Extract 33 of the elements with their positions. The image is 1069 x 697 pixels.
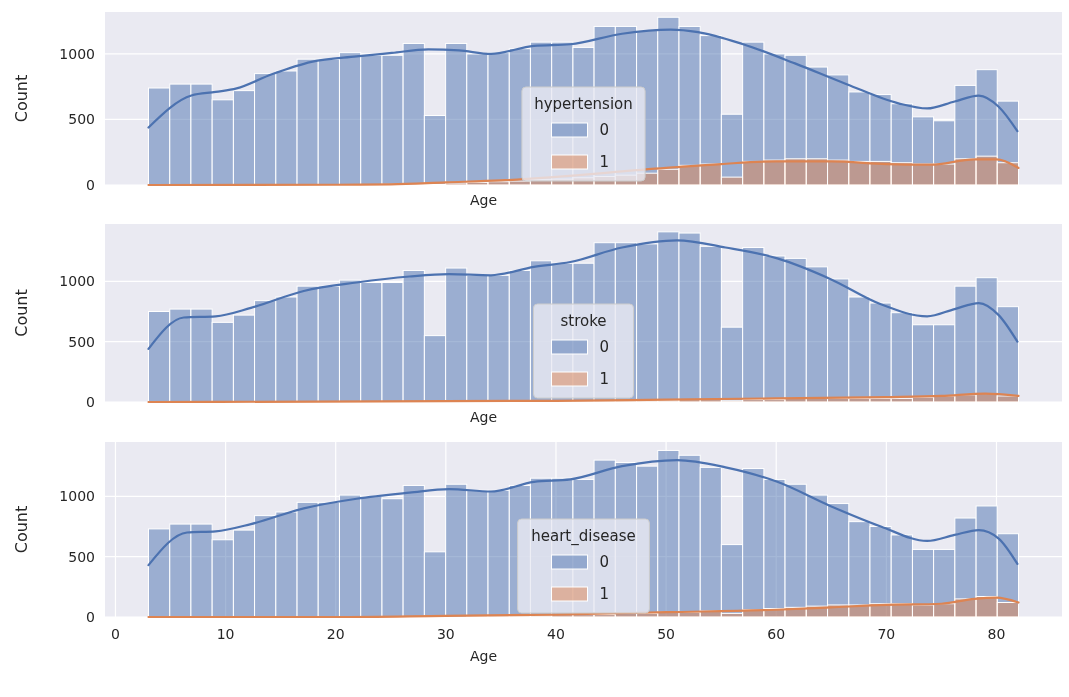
legend-title: heart_disease xyxy=(531,527,636,546)
y-tick-label: 500 xyxy=(68,111,95,128)
x-tick-label: 30 xyxy=(436,626,455,642)
x-tick-label: 10 xyxy=(216,626,235,642)
x-axis-title: Age xyxy=(469,192,498,208)
legend-label: 1 xyxy=(599,370,610,389)
x-tick-label: 20 xyxy=(326,626,345,642)
x-tick-label: 70 xyxy=(877,626,896,642)
legend-label: 1 xyxy=(599,585,610,604)
y-tick-label: 1000 xyxy=(59,45,95,62)
legend-label: 1 xyxy=(599,153,610,172)
y-tick-label: 500 xyxy=(68,333,95,350)
y-tick-label: 0 xyxy=(86,608,95,625)
x-tick-label: 60 xyxy=(767,626,786,642)
legend-label: 0 xyxy=(599,338,610,357)
y-tick-label: 0 xyxy=(86,393,95,410)
x-tick-label: 40 xyxy=(547,626,565,642)
y-tick-label: 500 xyxy=(68,548,95,565)
legend-title: hypertension xyxy=(534,95,633,113)
y-tick-label: 1000 xyxy=(59,273,95,290)
y-axis-title: Count xyxy=(12,505,31,554)
x-axis-title: Age xyxy=(469,409,498,425)
x-axis-title: Age xyxy=(469,648,498,664)
legend-label: 0 xyxy=(599,121,610,140)
y-axis-title: Count xyxy=(12,74,31,123)
x-tick-label: 80 xyxy=(987,626,1006,642)
y-tick-label: 0 xyxy=(86,176,95,193)
x-tick-label: 50 xyxy=(657,626,676,642)
y-tick-label: 1000 xyxy=(59,488,95,505)
legend-title: stroke xyxy=(560,312,607,330)
legend-label: 0 xyxy=(599,553,610,572)
x-tick-label: 0 xyxy=(111,626,120,642)
y-axis-title: Count xyxy=(12,289,31,337)
